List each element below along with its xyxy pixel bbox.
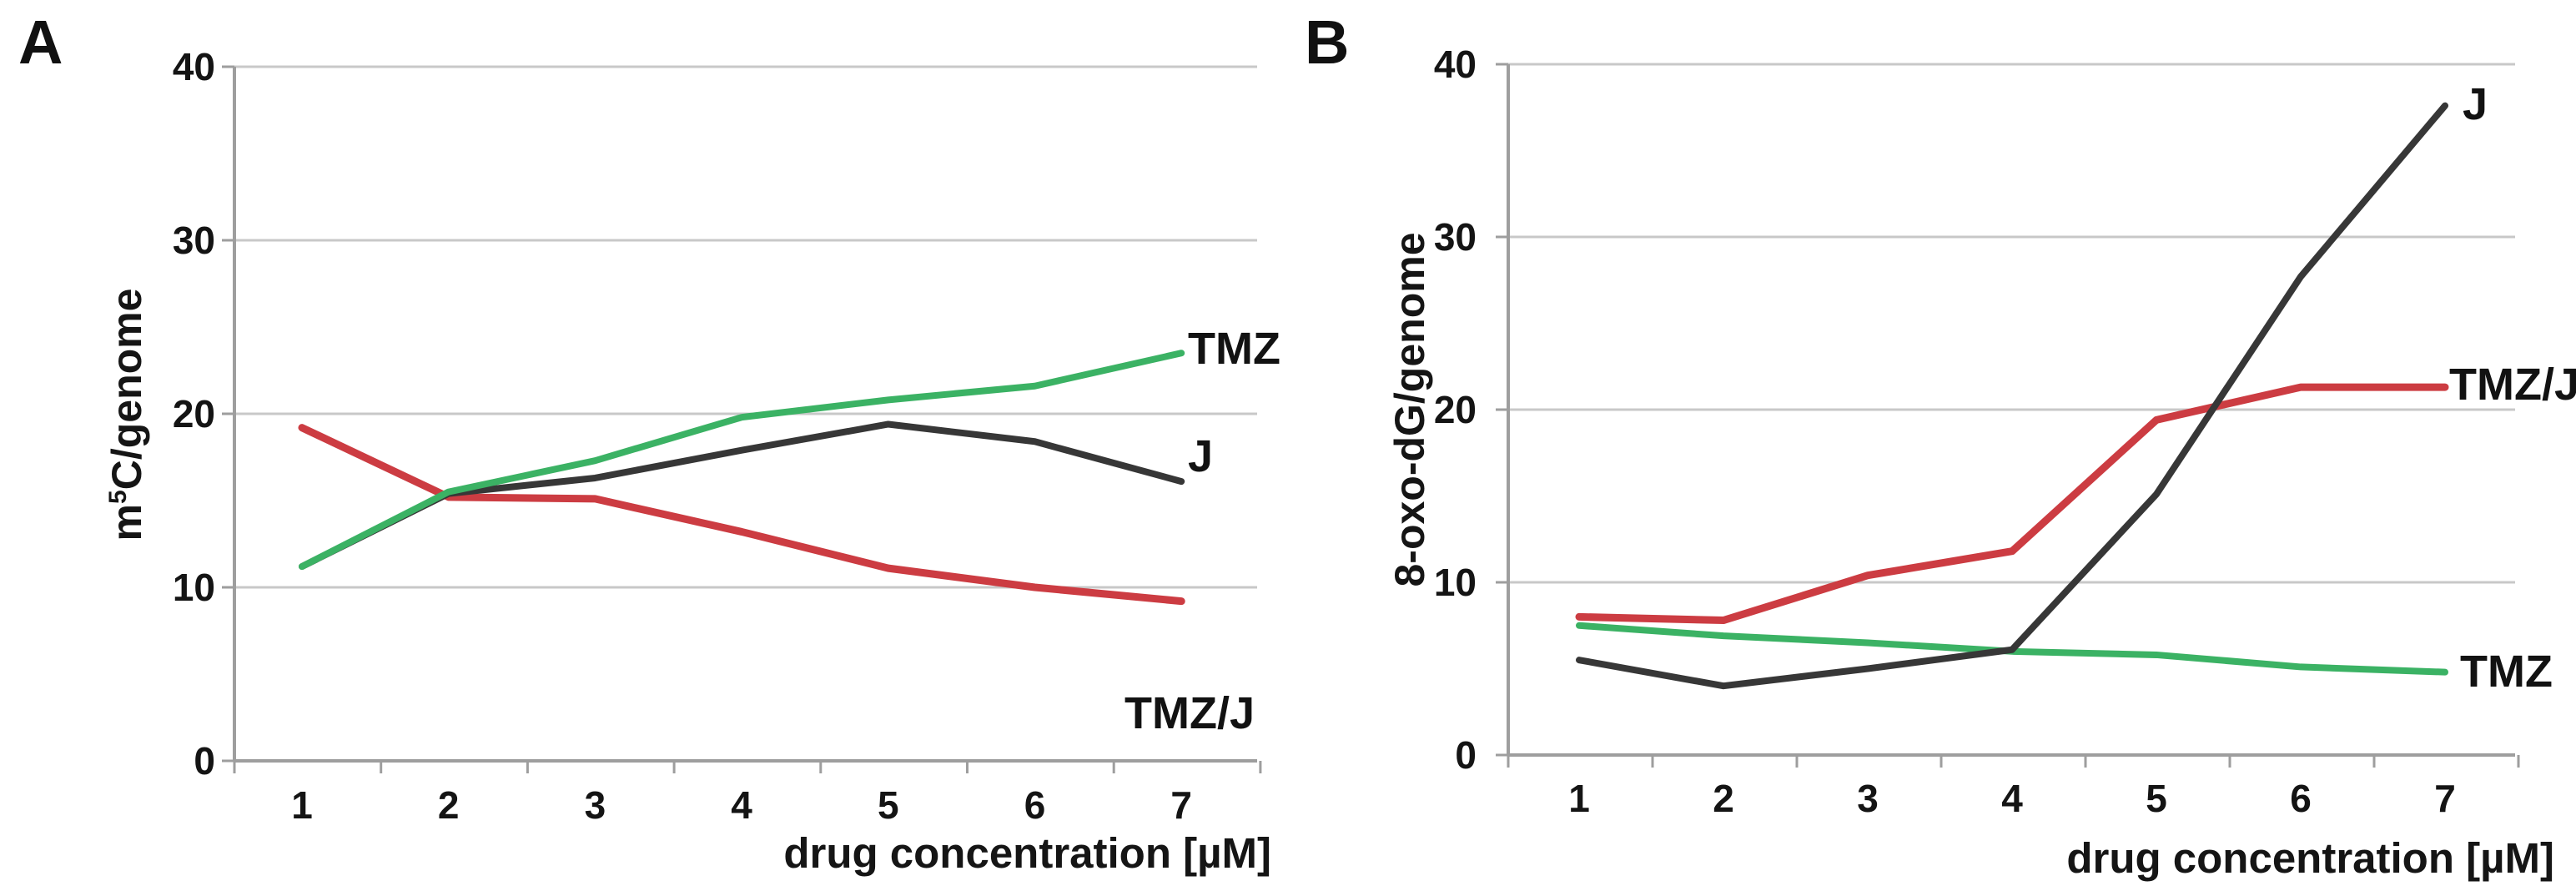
series-label-J: J xyxy=(2463,79,2488,129)
x-tick-label: 4 xyxy=(731,783,752,827)
y-tick-label: 30 xyxy=(1433,215,1477,259)
series-label-J: J xyxy=(1188,431,1214,481)
x-tick-label: 5 xyxy=(2146,777,2167,820)
x-tick-label: 1 xyxy=(291,783,313,827)
x-tick-label: 2 xyxy=(1713,777,1734,820)
x-tick-label: 3 xyxy=(584,783,606,827)
y-tick-label: 40 xyxy=(172,45,215,88)
series-line-J xyxy=(1576,102,2448,690)
x-tick-label: 1 xyxy=(1568,777,1590,820)
series-label-TMZ-J: TMZ/J xyxy=(2449,360,2576,410)
panel-b-x-axis-title: drug concentration [µM] xyxy=(2066,834,2554,882)
series-label-TMZ-J: TMZ/J xyxy=(1124,688,1255,738)
x-tick-label: 7 xyxy=(1170,783,1192,827)
series-line-TMZ-J xyxy=(298,424,1185,606)
y-tick-label: 30 xyxy=(172,219,215,262)
y-tick-label: 40 xyxy=(1433,43,1477,86)
x-tick-label: 7 xyxy=(2434,777,2456,820)
x-tick-label: 2 xyxy=(437,783,460,827)
y-tick-label: 0 xyxy=(194,739,215,783)
panel-a-letter: A xyxy=(18,8,63,77)
panel-b-plot-area xyxy=(1496,63,2520,768)
y-tick-label: 10 xyxy=(172,566,215,609)
panel-a-plot-area xyxy=(222,65,1262,773)
panel-b: B 8-oxo-dG/genome drug concentration [µM… xyxy=(1288,0,2576,891)
y-tick-label: 20 xyxy=(1433,388,1477,431)
x-tick-label: 6 xyxy=(1024,783,1046,827)
panel-a: A m5C/genome drug concentration [µM] 0 10… xyxy=(18,8,1280,877)
series-line-TMZ-J xyxy=(1575,383,2449,625)
series-line-TMZ xyxy=(299,350,1185,571)
x-tick-label: 6 xyxy=(2290,777,2312,820)
series-label-TMZ: TMZ xyxy=(1188,324,1280,374)
x-tick-label: 5 xyxy=(878,783,899,827)
panel-a-x-axis-title: drug concentration [µM] xyxy=(783,829,1271,877)
series-line-J xyxy=(299,420,1185,571)
y-tick-label: 0 xyxy=(1455,733,1477,777)
x-tick-label: 3 xyxy=(1857,777,1879,820)
y-tick-label: 10 xyxy=(1433,561,1477,604)
y-tick-label: 20 xyxy=(172,392,215,435)
series-label-TMZ: TMZ xyxy=(2460,647,2553,697)
x-tick-label: 4 xyxy=(2001,777,2023,820)
panel-b-letter: B xyxy=(1305,8,1350,77)
